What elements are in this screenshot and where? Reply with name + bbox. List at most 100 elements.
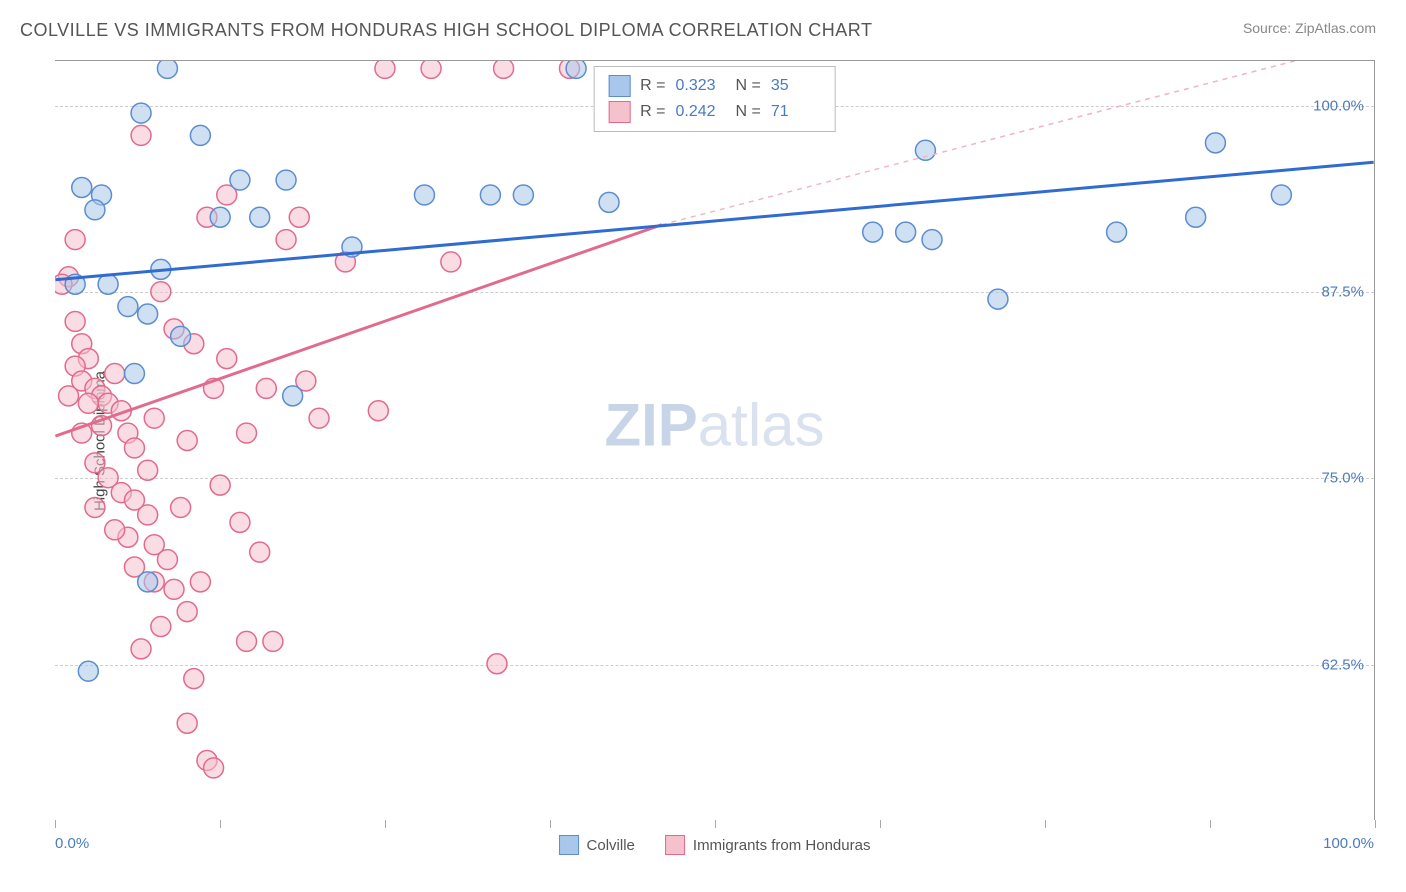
data-point	[78, 661, 98, 681]
legend-swatch-icon	[608, 101, 630, 123]
data-point	[85, 497, 105, 517]
data-point	[138, 572, 158, 592]
x-tick	[715, 820, 716, 828]
data-point	[250, 542, 270, 562]
data-point	[494, 61, 514, 78]
x-tick	[550, 820, 551, 828]
data-point	[78, 393, 98, 413]
legend-item-colville: Colville	[559, 835, 635, 855]
data-point	[204, 758, 224, 778]
data-point	[283, 386, 303, 406]
data-point	[190, 125, 210, 145]
data-point	[487, 654, 507, 674]
data-point	[237, 423, 257, 443]
chart-area: High School Diploma 62.5%75.0%87.5%100.0…	[55, 60, 1375, 820]
source-label: Source: ZipAtlas.com	[1243, 20, 1376, 36]
data-point	[210, 207, 230, 227]
data-point	[1186, 207, 1206, 227]
x-tick	[1375, 820, 1376, 828]
data-point	[375, 61, 395, 78]
data-point	[138, 505, 158, 525]
data-point	[896, 222, 916, 242]
data-point	[276, 230, 296, 250]
data-point	[599, 192, 619, 212]
legend-label: Colville	[587, 837, 635, 854]
x-tick	[220, 820, 221, 828]
x-tick	[1210, 820, 1211, 828]
data-point	[131, 125, 151, 145]
data-point	[177, 602, 197, 622]
data-point	[414, 185, 434, 205]
legend-swatch-icon	[608, 75, 630, 97]
data-point	[289, 207, 309, 227]
data-point	[151, 617, 171, 637]
series-legend: Colville Immigrants from Honduras	[559, 835, 871, 855]
data-point	[177, 431, 197, 451]
data-point	[863, 222, 883, 242]
data-point	[1271, 185, 1291, 205]
data-point	[131, 103, 151, 123]
legend-swatch-icon	[665, 835, 685, 855]
data-point	[105, 364, 125, 384]
data-point	[988, 289, 1008, 309]
x-tick	[880, 820, 881, 828]
data-point	[480, 185, 500, 205]
data-point	[230, 512, 250, 532]
data-point	[250, 207, 270, 227]
x-tick	[55, 820, 56, 828]
data-point	[915, 140, 935, 160]
data-point	[421, 61, 441, 78]
data-point	[922, 230, 942, 250]
scatter-plot	[55, 61, 1374, 820]
data-point	[171, 326, 191, 346]
data-point	[105, 520, 125, 540]
legend-row-colville: R = 0.323 N = 35	[608, 73, 821, 99]
data-point	[157, 61, 177, 78]
legend-swatch-icon	[559, 835, 579, 855]
data-point	[151, 282, 171, 302]
data-point	[124, 438, 144, 458]
data-point	[138, 460, 158, 480]
data-point	[237, 631, 257, 651]
x-min-label: 0.0%	[55, 835, 89, 852]
data-point	[138, 304, 158, 324]
data-point	[309, 408, 329, 428]
data-point	[190, 572, 210, 592]
data-point	[65, 311, 85, 331]
data-point	[230, 170, 250, 190]
data-point	[157, 550, 177, 570]
data-point	[441, 252, 461, 272]
data-point	[566, 61, 586, 78]
data-point	[177, 713, 197, 733]
data-point	[85, 200, 105, 220]
r-value: 0.242	[676, 103, 726, 121]
legend-item-honduras: Immigrants from Honduras	[665, 835, 871, 855]
data-point	[263, 631, 283, 651]
data-point	[171, 497, 191, 517]
data-point	[1107, 222, 1127, 242]
data-point	[256, 378, 276, 398]
data-point	[65, 230, 85, 250]
data-point	[59, 386, 79, 406]
data-point	[144, 408, 164, 428]
legend-label: Immigrants from Honduras	[693, 837, 871, 854]
x-max-label: 100.0%	[1323, 835, 1374, 852]
data-point	[276, 170, 296, 190]
data-point	[72, 178, 92, 198]
data-point	[368, 401, 388, 421]
correlation-legend: R = 0.323 N = 35 R = 0.242 N = 71	[593, 66, 836, 132]
n-value: 35	[771, 77, 821, 95]
data-point	[1205, 133, 1225, 153]
data-point	[131, 639, 151, 659]
data-point	[124, 364, 144, 384]
r-value: 0.323	[676, 77, 726, 95]
x-tick	[385, 820, 386, 828]
data-point	[98, 274, 118, 294]
data-point	[210, 475, 230, 495]
data-point	[184, 669, 204, 689]
x-tick	[1045, 820, 1046, 828]
data-point	[118, 297, 138, 317]
chart-title: COLVILLE VS IMMIGRANTS FROM HONDURAS HIG…	[20, 20, 872, 41]
data-point	[513, 185, 533, 205]
data-point	[217, 349, 237, 369]
